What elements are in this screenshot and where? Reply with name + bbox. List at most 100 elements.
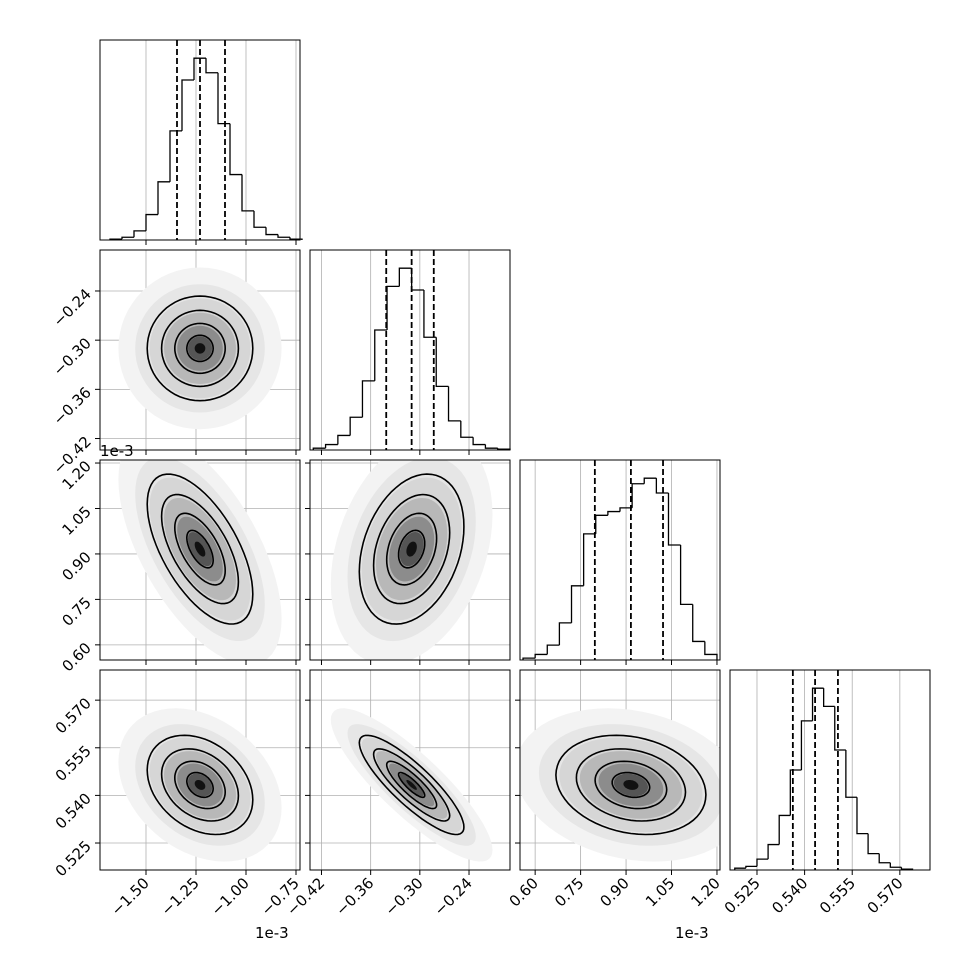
contour: [397, 529, 426, 569]
histogram-step: [374, 329, 388, 381]
histogram-step: [157, 181, 170, 215]
contour: [173, 760, 227, 810]
density-fill: [194, 343, 206, 354]
histogram-step: [447, 386, 461, 422]
y-tick-label: 1.05: [58, 503, 94, 539]
histogram-step: [229, 123, 242, 176]
histogram-step: [205, 58, 218, 74]
histogram-step: [570, 585, 584, 623]
histogram-step: [823, 688, 835, 708]
histogram-step: [789, 769, 802, 816]
panel-frame: [99, 249, 301, 451]
contour: [185, 334, 215, 363]
y-tick-label: 0.75: [58, 593, 94, 629]
x-tick-label: −1.00: [208, 874, 253, 919]
density-fill: [194, 541, 206, 557]
y-tick-label: 0.60: [58, 639, 94, 675]
contour: [160, 748, 240, 822]
contour: [611, 771, 651, 799]
histogram-step: [607, 510, 620, 516]
histogram-step: [655, 478, 669, 494]
histogram-step: [619, 507, 633, 512]
x-tick-label: −0.24: [431, 874, 476, 919]
histogram-step: [435, 337, 449, 388]
histogram-step: [133, 230, 146, 238]
contour: [594, 760, 668, 810]
x-tick-label: −0.30: [381, 874, 426, 919]
histogram-step: [595, 514, 608, 534]
histogram-step: [756, 858, 769, 867]
density-fill: [623, 780, 639, 790]
histogram-step: [856, 797, 869, 835]
density-fill: [406, 780, 417, 790]
histogram-step: [546, 644, 560, 655]
panel-frame: [99, 669, 301, 871]
x-offset-text: 1e-3: [255, 924, 289, 942]
histogram-step: [800, 720, 813, 770]
histogram-step: [349, 416, 363, 436]
histogram-step: [704, 641, 718, 660]
contour: [555, 734, 707, 836]
histogram-step: [181, 79, 194, 131]
contour: [385, 512, 438, 586]
contour: [185, 529, 215, 569]
histogram-step: [767, 843, 780, 860]
x-tick-label: 0.525: [721, 874, 764, 917]
y-tick-label: 0.555: [52, 742, 95, 785]
histogram-step: [867, 833, 880, 855]
y-tick-label: −0.30: [50, 334, 95, 379]
contour: [173, 512, 227, 586]
panel-frame: [519, 459, 721, 661]
histogram-step: [337, 434, 351, 445]
contour: [385, 760, 438, 810]
contour: [575, 748, 687, 822]
histogram-step: [312, 447, 326, 450]
histogram-step: [289, 237, 303, 240]
histogram-step: [582, 533, 596, 586]
contour: [146, 295, 254, 402]
histogram-step: [692, 604, 705, 643]
histogram-step: [734, 867, 746, 870]
histogram-step: [558, 622, 572, 646]
histogram-step: [169, 130, 182, 182]
contour: [146, 734, 254, 836]
panel-frame: [309, 459, 511, 661]
histogram-step: [522, 657, 536, 660]
x-tick-label: 0.570: [864, 874, 907, 917]
panel-frame: [309, 669, 511, 871]
histogram-step: [745, 865, 757, 869]
panel-frame: [729, 669, 931, 871]
histogram-step: [667, 493, 681, 546]
histogram-step: [410, 268, 424, 291]
histogram-step: [241, 174, 254, 212]
contour: [372, 748, 451, 822]
histogram-step: [193, 57, 206, 80]
x-tick-label: 1.20: [687, 874, 723, 910]
histogram-step: [643, 477, 657, 484]
x-tick-label: 0.75: [551, 874, 587, 910]
x-tick-label: 0.555: [816, 874, 859, 917]
histogram-step: [386, 285, 400, 330]
x-tick-label: 0.60: [506, 874, 542, 910]
contour: [160, 309, 240, 388]
y-tick-label: 0.90: [58, 548, 94, 584]
histogram-step: [472, 437, 486, 446]
histogram-step: [460, 420, 474, 438]
histogram-step: [889, 862, 902, 868]
histogram-step: [845, 750, 857, 798]
histogram-step: [834, 706, 846, 751]
histogram-step: [277, 234, 290, 238]
x-tick-label: 0.90: [597, 874, 633, 910]
y-offset-text: 1e-3: [100, 442, 134, 460]
contour: [358, 734, 465, 836]
density-fill: [406, 541, 417, 557]
y-tick-label: 0.525: [52, 837, 95, 880]
panel-frame: [99, 459, 301, 661]
histogram-step: [778, 814, 791, 845]
histogram-step: [145, 213, 158, 231]
histogram-step: [324, 443, 338, 449]
contour: [397, 771, 426, 799]
histogram-step: [534, 653, 548, 659]
x-tick-label: −1.50: [108, 874, 153, 919]
